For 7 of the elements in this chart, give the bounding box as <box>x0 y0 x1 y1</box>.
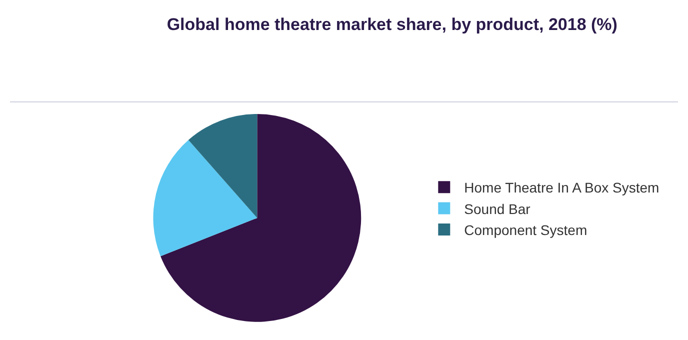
pie-slice <box>188 114 258 218</box>
legend-label: Home Theatre In A Box System <box>464 180 660 196</box>
pie-slice <box>160 114 362 322</box>
legend-label: Sound Bar <box>464 200 531 217</box>
legend-label: Component System <box>464 222 588 238</box>
chart-title: Global home theatre market share, by product, 2018 (%) <box>166 14 618 34</box>
pie-slice <box>153 140 258 256</box>
